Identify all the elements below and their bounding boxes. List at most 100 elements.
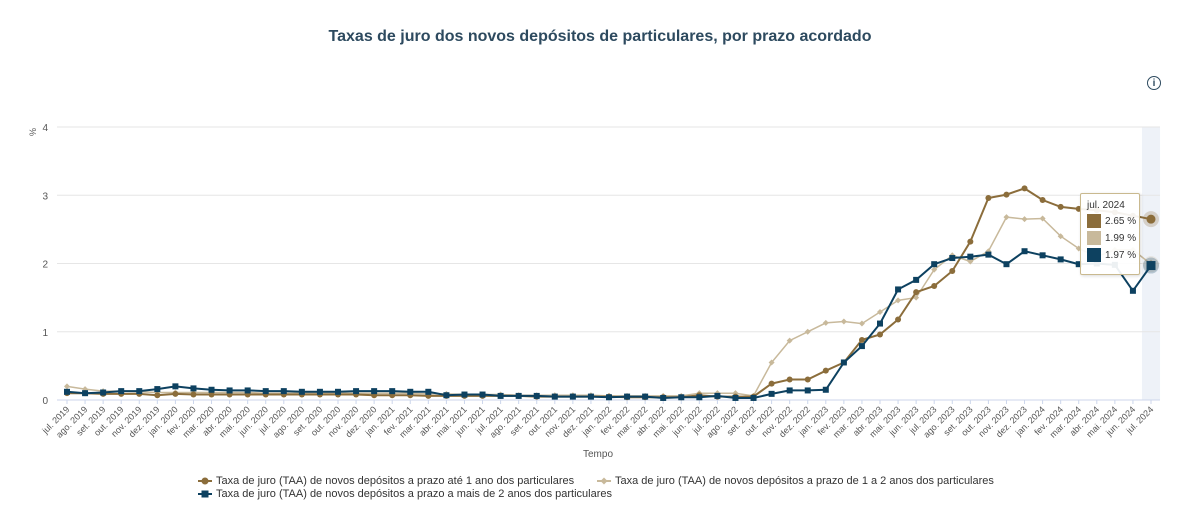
series-line [66, 216, 1152, 397]
data-point [877, 308, 883, 315]
y-tick-label: 0 [42, 396, 48, 407]
data-point [208, 391, 215, 398]
data-point [1146, 261, 1156, 271]
data-point [64, 388, 70, 395]
data-point [931, 261, 938, 268]
series-line [66, 250, 1152, 400]
legend-item-series-1[interactable]: Taxa de juro (TAA) de novos depósitos a … [198, 475, 574, 487]
data-point [804, 387, 811, 394]
data-point [696, 394, 703, 401]
data-point [569, 393, 576, 400]
data-point [1039, 215, 1046, 222]
data-point [100, 389, 107, 396]
tooltip-header: jul. 2024 [1087, 200, 1125, 211]
data-point [840, 318, 847, 325]
data-point [642, 393, 649, 400]
data-point [497, 392, 504, 399]
data-point [172, 383, 179, 390]
data-point [1021, 185, 1028, 192]
data-point [154, 386, 161, 393]
data-point [949, 255, 956, 262]
tooltip-swatch [1087, 214, 1101, 228]
data-point [316, 388, 323, 395]
data-point [858, 320, 865, 327]
data-point [533, 392, 540, 399]
data-point [786, 337, 793, 344]
data-point [190, 385, 197, 392]
data-point [515, 392, 522, 399]
legend-marker-circle-icon [198, 476, 212, 486]
y-tick-label: 4 [42, 123, 48, 134]
data-point [461, 391, 468, 398]
data-point [913, 289, 920, 296]
y-tick-label: 2 [42, 260, 48, 271]
data-point [1057, 233, 1064, 240]
data-point [949, 268, 956, 275]
data-point [1021, 248, 1028, 255]
legend-label: Taxa de juro (TAA) de novos depósitos a … [615, 475, 994, 487]
data-point [877, 320, 883, 327]
data-point [335, 388, 341, 395]
data-point [985, 194, 992, 201]
data-point [895, 316, 902, 323]
data-point [768, 359, 775, 366]
y-axis-label: % [28, 128, 38, 136]
data-point [895, 297, 902, 304]
tooltip: jul. 2024 2.65 % 1.99 % 1.97 % [1080, 193, 1140, 275]
chart-title: Taxas de juro dos novos depósitos de par… [328, 28, 872, 45]
data-point [822, 319, 829, 326]
y-tick-label: 1 [42, 328, 48, 339]
data-point [1146, 214, 1156, 224]
data-point [389, 388, 396, 395]
data-point [118, 388, 125, 395]
data-point [750, 394, 757, 401]
data-point [768, 380, 775, 387]
data-point [226, 387, 233, 394]
data-point [172, 390, 179, 397]
data-point [1003, 214, 1010, 221]
data-point [1021, 216, 1028, 223]
data-point [967, 253, 974, 260]
tooltip-swatch [1087, 231, 1101, 245]
data-point [768, 390, 775, 397]
data-point [624, 393, 631, 400]
x-axis-label: Tempo [583, 449, 613, 460]
data-point [678, 394, 685, 401]
data-point [606, 394, 612, 401]
data-point [1003, 261, 1010, 268]
legend-label: Taxa de juro (TAA) de novos depósitos a … [216, 488, 613, 500]
legend-marker-diamond-icon [597, 476, 611, 486]
data-point [660, 394, 667, 401]
data-point [931, 283, 938, 290]
data-point [551, 393, 558, 400]
legend-marker-square-icon [198, 489, 212, 499]
data-point [822, 386, 829, 393]
data-point [804, 328, 811, 335]
data-point [1057, 256, 1064, 263]
data-point [1129, 287, 1136, 294]
data-point [732, 394, 739, 401]
data-point [298, 388, 305, 395]
tooltip-value: 2.65 % [1105, 215, 1137, 227]
y-tick-label: 3 [42, 191, 48, 202]
data-point [913, 276, 920, 283]
info-icon[interactable]: i [1147, 76, 1161, 90]
tooltip-swatch [1087, 248, 1101, 262]
data-point [353, 388, 360, 395]
data-point [822, 367, 829, 374]
data-point [786, 387, 793, 394]
data-point [407, 388, 414, 395]
data-point [1003, 191, 1010, 198]
data-point [136, 388, 143, 395]
data-point [154, 392, 161, 399]
data-point [82, 390, 89, 397]
data-point [858, 343, 865, 350]
data-point [425, 388, 432, 395]
series-line [67, 187, 1152, 399]
legend-item-series-2[interactable]: Taxa de juro (TAA) de novos depósitos a … [597, 475, 994, 487]
legend-item-series-3[interactable]: Taxa de juro (TAA) de novos depósitos a … [198, 488, 612, 500]
data-point [931, 266, 938, 273]
data-point [262, 388, 269, 395]
data-point [587, 393, 594, 400]
data-point [967, 238, 974, 245]
